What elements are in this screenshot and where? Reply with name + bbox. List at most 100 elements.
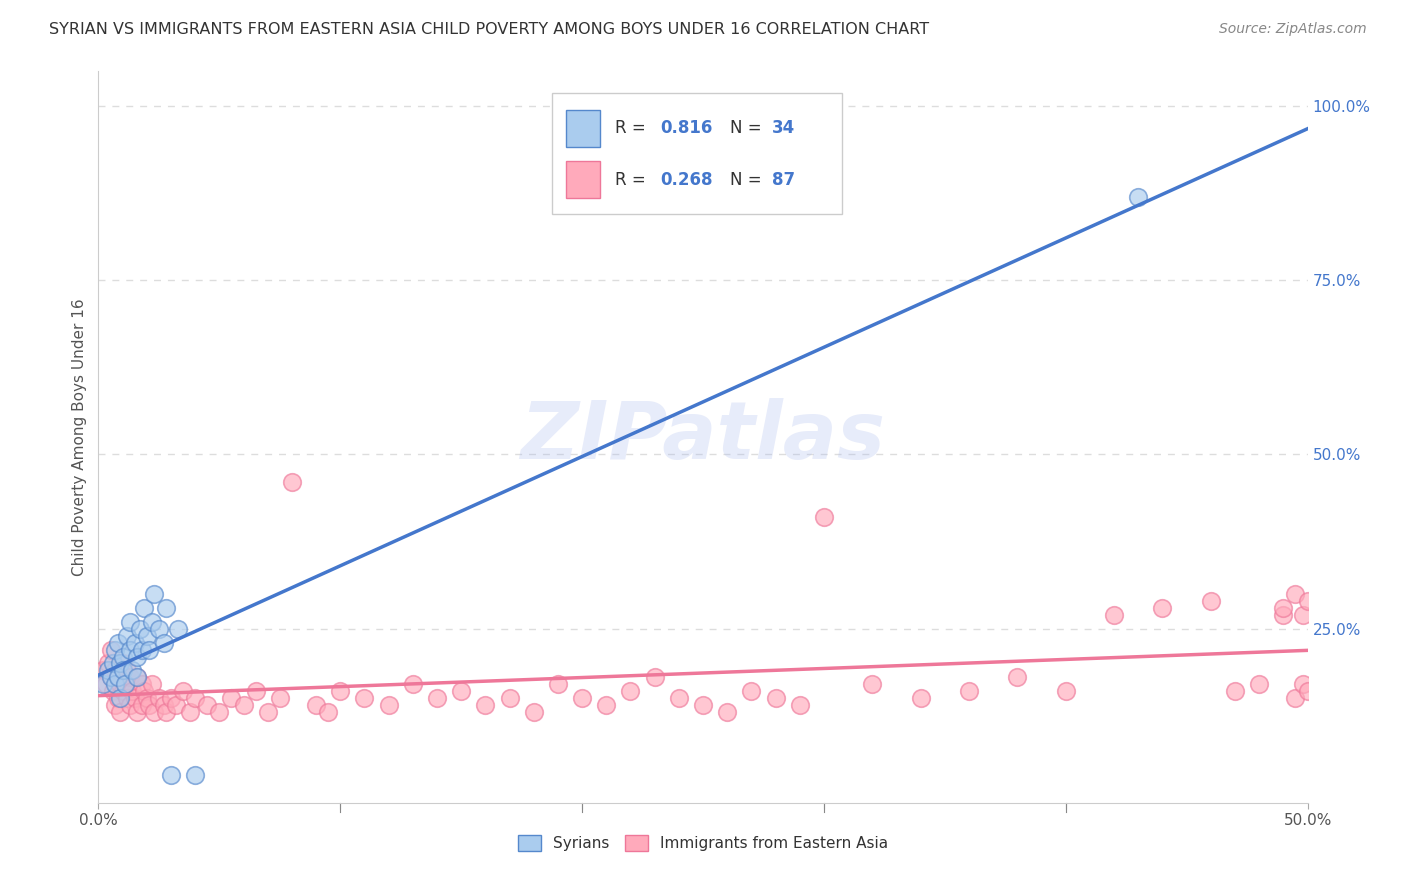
Point: [765, 691, 787, 706]
Point: [124, 635, 146, 649]
Point: [117, 664, 139, 678]
Point: [160, 691, 183, 706]
Point: [1284, 587, 1306, 601]
Text: N =: N =: [730, 120, 766, 137]
Point: [316, 705, 339, 719]
Point: [1007, 670, 1029, 684]
Point: [184, 691, 207, 706]
Point: [474, 698, 496, 713]
Point: [571, 691, 593, 706]
Point: [114, 677, 136, 691]
FancyBboxPatch shape: [551, 94, 842, 214]
Point: [118, 670, 141, 684]
Point: [91, 664, 114, 678]
Point: [165, 698, 187, 713]
Text: ZIPatlas: ZIPatlas: [520, 398, 886, 476]
Point: [1249, 677, 1271, 691]
Point: [104, 642, 127, 657]
Point: [107, 691, 129, 706]
Point: [131, 642, 153, 657]
FancyBboxPatch shape: [567, 110, 600, 146]
Point: [118, 642, 141, 657]
Point: [402, 677, 425, 691]
Point: [1272, 600, 1295, 615]
Point: [1152, 600, 1174, 615]
Point: [221, 691, 243, 706]
Point: [127, 649, 149, 664]
Point: [155, 705, 177, 719]
Point: [281, 475, 304, 490]
Point: [127, 670, 149, 684]
Point: [160, 768, 183, 782]
Point: [135, 629, 157, 643]
Point: [1102, 607, 1125, 622]
Point: [101, 657, 124, 671]
Point: [128, 622, 150, 636]
Point: [498, 691, 520, 706]
Point: [107, 635, 129, 649]
Point: [118, 615, 141, 629]
Point: [118, 698, 141, 713]
Point: [104, 677, 127, 691]
Point: [595, 698, 617, 713]
Point: [1054, 684, 1077, 698]
Text: 0.816: 0.816: [661, 120, 713, 137]
Point: [111, 657, 134, 671]
Point: [184, 768, 207, 782]
Point: [860, 677, 883, 691]
Point: [1292, 677, 1315, 691]
Point: [97, 657, 120, 671]
Point: [619, 684, 641, 698]
Text: R =: R =: [614, 170, 651, 188]
Point: [450, 684, 472, 698]
Point: [329, 684, 352, 698]
Point: [127, 670, 149, 684]
Point: [117, 629, 139, 643]
Point: [232, 698, 254, 713]
Point: [94, 677, 117, 691]
Point: [1292, 607, 1315, 622]
Point: [114, 677, 136, 691]
Point: [644, 670, 666, 684]
Text: SYRIAN VS IMMIGRANTS FROM EASTERN ASIA CHILD POVERTY AMONG BOYS UNDER 16 CORRELA: SYRIAN VS IMMIGRANTS FROM EASTERN ASIA C…: [49, 22, 929, 37]
Text: 34: 34: [772, 120, 796, 137]
Point: [305, 698, 328, 713]
Text: 0.268: 0.268: [661, 170, 713, 188]
Point: [135, 691, 157, 706]
Y-axis label: Child Poverty Among Boys Under 16: Child Poverty Among Boys Under 16: [72, 298, 87, 576]
Point: [104, 664, 127, 678]
Point: [108, 691, 131, 706]
Point: [692, 698, 714, 713]
Point: [148, 691, 170, 706]
Point: [97, 664, 120, 678]
FancyBboxPatch shape: [567, 161, 600, 198]
Point: [1199, 594, 1222, 608]
Point: [1128, 190, 1150, 204]
Point: [107, 670, 129, 684]
Point: [121, 664, 143, 678]
Point: [108, 677, 131, 691]
Point: [155, 600, 177, 615]
Point: [107, 670, 129, 684]
Point: [117, 691, 139, 706]
Point: [152, 698, 174, 713]
Text: Source: ZipAtlas.com: Source: ZipAtlas.com: [1219, 22, 1367, 37]
Point: [148, 622, 170, 636]
Point: [668, 691, 690, 706]
Point: [100, 642, 122, 657]
Point: [111, 684, 134, 698]
Point: [131, 677, 153, 691]
Point: [121, 684, 143, 698]
Point: [910, 691, 932, 706]
Point: [256, 705, 278, 719]
Legend: Syrians, Immigrants from Eastern Asia: Syrians, Immigrants from Eastern Asia: [512, 830, 894, 857]
Point: [245, 684, 267, 698]
Point: [740, 684, 762, 698]
Point: [1272, 607, 1295, 622]
Point: [104, 698, 127, 713]
Point: [143, 705, 166, 719]
Text: N =: N =: [730, 170, 766, 188]
Point: [208, 705, 231, 719]
Point: [100, 670, 122, 684]
Point: [127, 705, 149, 719]
